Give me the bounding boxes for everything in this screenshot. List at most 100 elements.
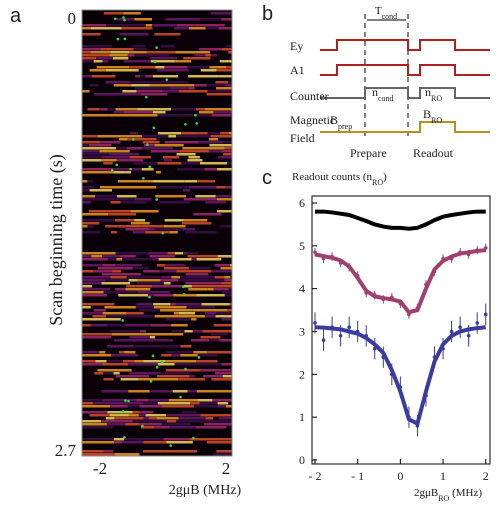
heatmap-stripe xyxy=(107,345,134,348)
y-axis-label: Scan beginning time (s) xyxy=(46,154,67,325)
heatmap-stripe xyxy=(97,369,131,372)
heatmap-stripe xyxy=(98,135,126,138)
heatmap-stripe xyxy=(158,402,191,405)
heatmap-stripe xyxy=(212,114,231,117)
heatmap-stripe xyxy=(92,75,104,78)
heatmap-stripe xyxy=(180,354,197,357)
heatmap-stripe xyxy=(176,318,191,321)
heatmap-stripe xyxy=(205,420,222,423)
heatmap-stripe xyxy=(129,414,139,417)
panel-label: a xyxy=(10,5,22,27)
heatmap-stripe xyxy=(87,108,99,111)
heatmap-stripe xyxy=(82,186,94,189)
heatmap-stripe xyxy=(82,288,110,291)
heatmap-stripe xyxy=(106,315,136,318)
heatmap-stripe xyxy=(106,24,134,27)
heatmap-stripe xyxy=(82,411,107,414)
heatmap-stripe xyxy=(108,108,116,111)
heatmap-stripe xyxy=(136,399,141,402)
heatmap-stripe xyxy=(165,18,200,21)
heatmap-stripe xyxy=(99,351,105,354)
heatmap-stripe xyxy=(82,198,107,201)
heatmap-stripe xyxy=(188,252,198,255)
heatmap-stripe xyxy=(196,147,224,150)
heatmap-stripe xyxy=(199,111,213,114)
heatmap-stripe xyxy=(144,144,155,147)
heatmap-stripe xyxy=(116,258,122,261)
heatmap-stripe xyxy=(171,324,188,327)
heatmap-stripe xyxy=(124,438,138,441)
heatmap-stripe xyxy=(222,48,232,51)
heatmap-dot xyxy=(192,437,195,440)
heatmap-stripe xyxy=(184,219,208,222)
heatmap-stripe xyxy=(207,441,231,444)
heatmap-stripe xyxy=(179,150,209,153)
heatmap-stripe xyxy=(112,270,121,273)
heatmap-stripe xyxy=(175,363,204,366)
heatmap-stripe xyxy=(200,414,230,417)
heatmap-stripe xyxy=(169,399,198,402)
heatmap-stripe xyxy=(87,225,93,228)
heatmap-stripe xyxy=(166,369,200,372)
heatmap-stripe xyxy=(162,90,179,93)
heatmap-stripe xyxy=(82,114,108,117)
heatmap-stripe xyxy=(116,252,148,255)
heatmap-stripe xyxy=(157,114,183,117)
heatmap-stripe xyxy=(171,108,196,111)
heatmap-stripe xyxy=(100,150,130,153)
heatmap-stripe xyxy=(188,288,207,291)
heatmap-stripe xyxy=(94,372,103,375)
data-point xyxy=(347,325,351,329)
heatmap-stripe xyxy=(106,417,114,420)
heatmap-stripe xyxy=(122,27,153,30)
heatmap-stripe xyxy=(143,270,159,273)
heatmap-stripe xyxy=(135,198,152,201)
heatmap-stripe xyxy=(142,225,164,228)
heatmap-stripe xyxy=(181,162,187,165)
heatmap-stripe xyxy=(82,324,91,327)
heatmap-stripe xyxy=(82,201,91,204)
heatmap-stripe xyxy=(179,90,208,93)
heatmap-stripe xyxy=(218,156,232,159)
heatmap-stripe xyxy=(129,66,155,69)
heatmap-stripe xyxy=(155,66,164,69)
heatmap-stripe xyxy=(198,354,218,357)
heatmap-stripe xyxy=(199,48,222,51)
heatmap-stripe xyxy=(159,258,192,261)
heatmap-stripe xyxy=(188,66,210,69)
heatmap-stripe xyxy=(138,438,163,441)
heatmap-stripe xyxy=(219,438,232,441)
heatmap-stripe xyxy=(142,135,168,138)
heatmap-stripe xyxy=(126,228,149,231)
heatmap-stripe xyxy=(201,69,217,72)
heatmap-stripe xyxy=(192,282,221,285)
heatmap-stripe xyxy=(193,351,207,354)
heatmap-dot xyxy=(124,399,127,402)
heatmap-stripe xyxy=(128,390,149,393)
data-point xyxy=(458,325,462,329)
heatmap-stripe xyxy=(82,51,91,54)
heatmap-stripe xyxy=(144,417,149,420)
heatmap-stripe xyxy=(113,372,119,375)
heatmap-stripe xyxy=(177,168,205,171)
heatmap-dot xyxy=(148,166,151,169)
heatmap-stripe xyxy=(175,60,191,63)
heatmap-dot xyxy=(183,293,186,296)
heatmap-stripe xyxy=(115,264,142,267)
heatmap-stripe xyxy=(146,414,167,417)
heatmap-stripe xyxy=(140,330,146,333)
heatmap-stripe xyxy=(219,27,232,30)
y-tick-label: 5 xyxy=(299,239,305,253)
heatmap-stripe xyxy=(103,312,127,315)
heatmap-stripe xyxy=(82,363,103,366)
heatmap-stripe xyxy=(189,267,211,270)
heatmap-dot xyxy=(198,356,201,359)
heatmap-stripe xyxy=(145,75,153,78)
heatmap-stripe xyxy=(139,414,146,417)
heatmap-stripe xyxy=(123,360,134,363)
data-point xyxy=(441,347,445,351)
heatmap-stripe xyxy=(224,279,232,282)
heatmap-stripe xyxy=(136,303,153,306)
heatmap-stripe xyxy=(122,90,136,93)
